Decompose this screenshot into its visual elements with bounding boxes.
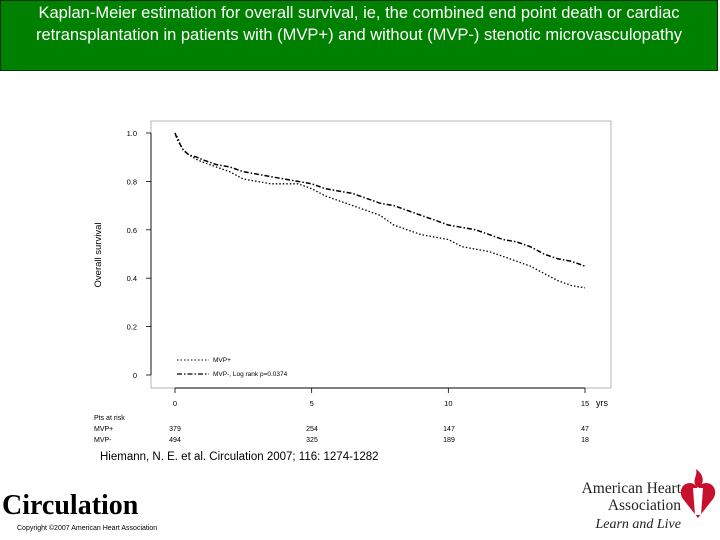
y-axis-label: Overall survival xyxy=(93,223,104,288)
legend: MVP+ MVP-, Log rank p=0.0374 xyxy=(177,357,288,378)
y-tick-label: 0.2 xyxy=(127,323,137,332)
at-risk-table: Pts at risk MVP+ MVP- 379 254 147 47 494… xyxy=(94,415,589,444)
x-tick-label: 15 xyxy=(581,399,589,408)
series-line-mvp-plus xyxy=(174,132,586,289)
at-risk-mvp-plus-10: 147 xyxy=(443,426,455,433)
survival-curves xyxy=(174,132,586,289)
at-risk-row-label-mvp-minus: MVP- xyxy=(94,437,112,444)
publisher-name-line2: Association xyxy=(607,497,681,514)
y-tick-label: 0.8 xyxy=(127,177,137,186)
axis-ticks: 0 0.2 0.4 0.6 0.8 1.0 0 5 10 15 xyxy=(127,129,590,408)
at-risk-mvp-minus-5: 325 xyxy=(306,437,318,444)
at-risk-header: Pts at risk xyxy=(94,415,125,422)
x-axis-unit: yrs xyxy=(596,398,608,408)
citation: Hiemann, N. E. et al. Circulation 2007; … xyxy=(100,451,379,463)
y-tick-label: 1.0 xyxy=(127,129,137,138)
at-risk-mvp-plus-15: 47 xyxy=(581,426,589,433)
publisher-tagline: Learn and Live xyxy=(595,517,681,532)
at-risk-mvp-minus-0: 494 xyxy=(169,437,181,444)
y-tick-label: 0 xyxy=(133,371,137,380)
at-risk-mvp-minus-15: 18 xyxy=(581,437,589,444)
american-heart-association-logo: American Heart Association Learn and Liv… xyxy=(552,468,718,538)
y-tick-label: 0.4 xyxy=(127,274,137,283)
at-risk-mvp-plus-0: 379 xyxy=(169,426,181,433)
x-tick-label: 0 xyxy=(173,399,177,408)
legend-label-mvp-plus: MVP+ xyxy=(213,357,231,364)
at-risk-mvp-plus-5: 254 xyxy=(306,426,318,433)
at-risk-row-label-mvp-plus: MVP+ xyxy=(94,426,113,433)
x-tick-label: 10 xyxy=(444,399,452,408)
series-line-mvp-minus xyxy=(174,132,586,267)
slide-title: Kaplan-Meier estimation for overall surv… xyxy=(0,0,718,71)
copyright: Copyright ©2007 American Heart Associati… xyxy=(17,525,158,532)
plot-frame xyxy=(150,120,612,389)
legend-label-mvp-minus: MVP-, Log rank p=0.0374 xyxy=(213,371,288,378)
american-heart-association-heart-torch-icon xyxy=(680,469,716,518)
publisher-name-line1: American Heart xyxy=(581,480,681,497)
y-tick-label: 0.6 xyxy=(127,226,137,235)
journal-logo: Circulation xyxy=(2,490,139,521)
x-tick-label: 5 xyxy=(310,399,314,408)
at-risk-mvp-minus-10: 189 xyxy=(443,437,455,444)
